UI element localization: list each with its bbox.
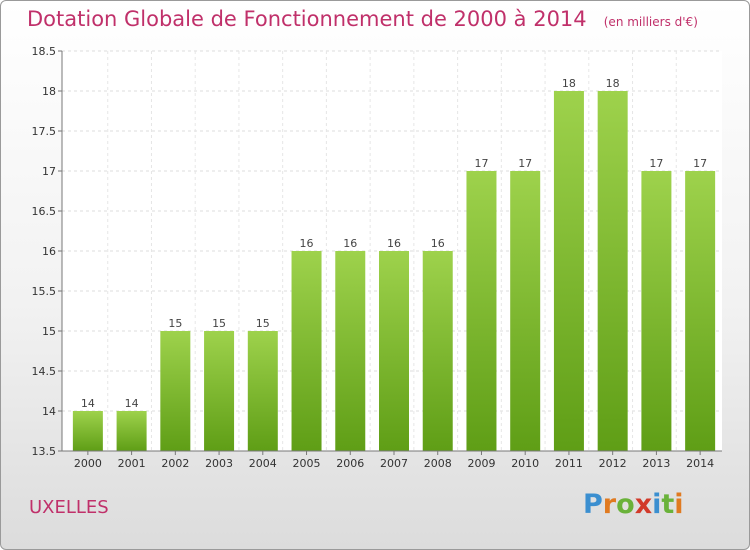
data-label: 16 <box>431 237 445 250</box>
bar-2003 <box>204 331 235 451</box>
logo-letter: P <box>583 489 603 520</box>
y-tick-label: 16.5 <box>32 205 57 218</box>
bar-2012 <box>597 91 628 451</box>
data-label: 16 <box>387 237 401 250</box>
bar-2011 <box>553 91 584 451</box>
y-tick-label: 13.5 <box>32 445 57 458</box>
bar-2006 <box>335 251 366 451</box>
bar-2001 <box>116 411 147 451</box>
x-tick-label: 2012 <box>599 457 627 470</box>
y-tick-label: 17.5 <box>32 125 57 138</box>
logo-letter: x <box>634 489 653 520</box>
logo-letter: o <box>616 489 635 520</box>
data-label: 16 <box>343 237 357 250</box>
logo-letter: i <box>674 489 684 520</box>
bars: 14 14 15 15 15 16 16 16 16 17 17 18 18 17 17 <box>72 77 716 451</box>
y-tick-label: 17 <box>42 165 56 178</box>
data-label: 14 <box>81 397 95 410</box>
bar-2009 <box>466 171 497 451</box>
x-tick-label: 2013 <box>642 457 670 470</box>
x-tick-label: 2004 <box>249 457 277 470</box>
y-tick-label: 15.5 <box>32 285 57 298</box>
x-tick-label: 2009 <box>467 457 495 470</box>
bar-2014 <box>685 171 716 451</box>
x-tick-label: 2008 <box>424 457 452 470</box>
logo-letter: t <box>661 489 675 520</box>
y-tick-label: 18 <box>42 85 56 98</box>
x-tick-label: 2000 <box>74 457 102 470</box>
commune-name: UXELLES <box>29 497 109 518</box>
data-label: 17 <box>693 157 707 170</box>
data-label: 15 <box>168 317 182 330</box>
bar-2010 <box>510 171 541 451</box>
y-tick-label: 15 <box>42 325 56 338</box>
x-tick-label: 2002 <box>161 457 189 470</box>
chart-title: Dotation Globale de Fonctionnement de 20… <box>27 7 587 31</box>
data-label: 15 <box>256 317 270 330</box>
y-tick-label: 14.5 <box>32 365 57 378</box>
data-label: 18 <box>606 77 620 90</box>
x-tick-label: 2003 <box>205 457 233 470</box>
bar-2005 <box>291 251 322 451</box>
data-label: 17 <box>649 157 663 170</box>
x-tick-label: 2007 <box>380 457 408 470</box>
axes: 13.5 14 14.5 15 15.5 16 16.5 17 17.5 18 18.5 2000 20… <box>32 45 722 470</box>
x-tick-label: 2010 <box>511 457 539 470</box>
data-label: 18 <box>562 77 576 90</box>
data-label: 16 <box>300 237 314 250</box>
x-tick-label: 2005 <box>293 457 321 470</box>
x-tick-label: 2006 <box>336 457 364 470</box>
bar-2013 <box>641 171 672 451</box>
proxiti-logo: Proxiti <box>583 489 684 520</box>
x-tick-label: 2014 <box>686 457 714 470</box>
y-tick-label: 16 <box>42 245 56 258</box>
logo-letter: r <box>602 489 617 520</box>
data-label: 14 <box>125 397 139 410</box>
bar-2002 <box>160 331 191 451</box>
chart-subtitle: (en milliers d'€) <box>603 15 698 29</box>
title-block: Dotation Globale de Fonctionnement de 20… <box>27 7 698 31</box>
bar-2000 <box>72 411 103 451</box>
bar-2004 <box>247 331 278 451</box>
data-label: 15 <box>212 317 226 330</box>
x-tick-label: 2011 <box>555 457 583 470</box>
bar-2008 <box>422 251 453 451</box>
y-tick-label: 18.5 <box>32 45 57 58</box>
data-label: 17 <box>518 157 532 170</box>
logo-letter: i <box>652 489 662 520</box>
y-tick-label: 14 <box>42 405 56 418</box>
x-tick-label: 2001 <box>118 457 146 470</box>
bar-2007 <box>379 251 409 451</box>
data-label: 17 <box>474 157 488 170</box>
